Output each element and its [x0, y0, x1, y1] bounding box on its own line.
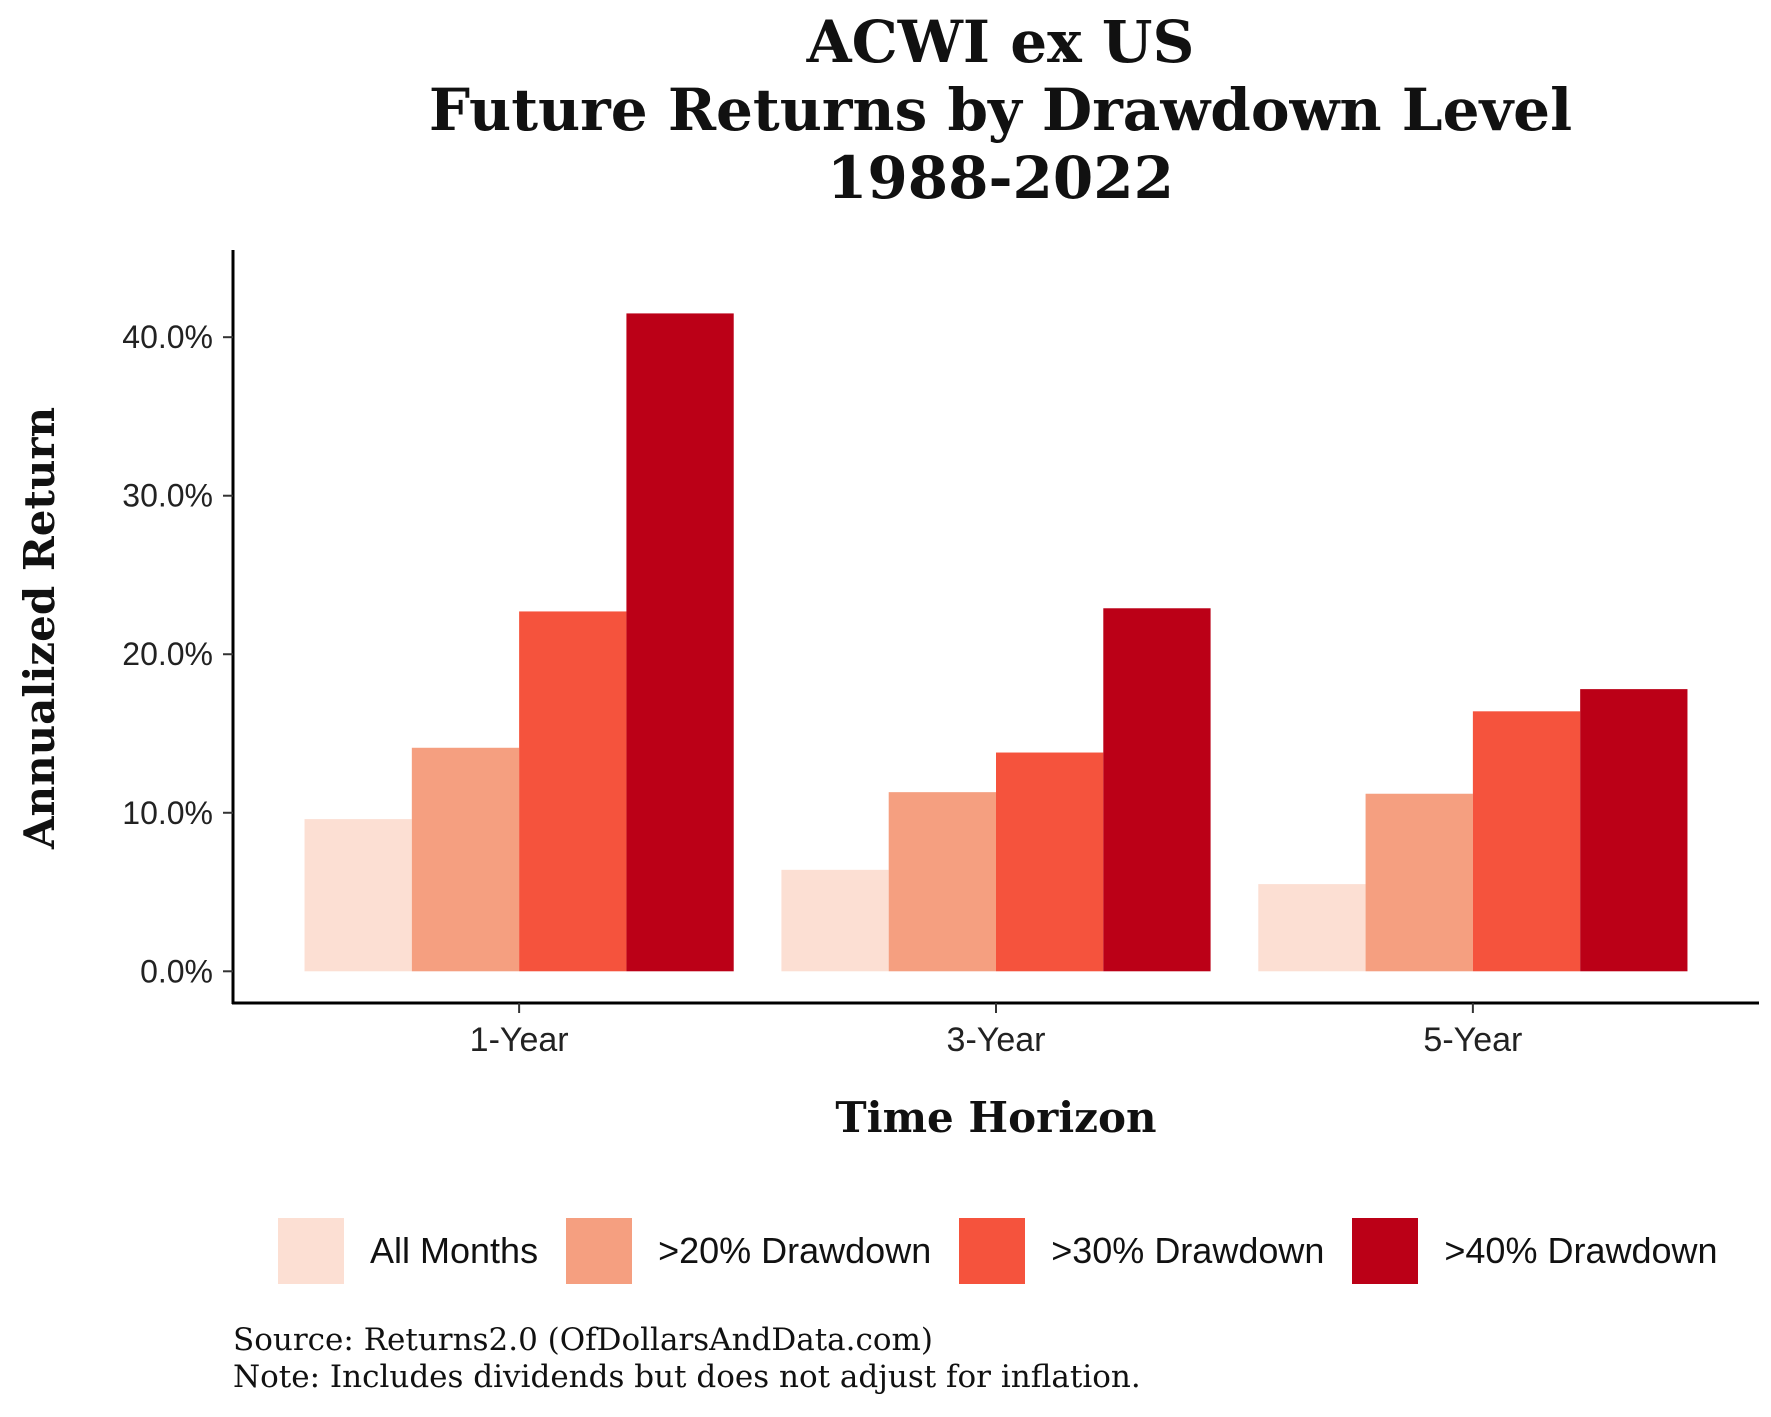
legend-swatch — [1352, 1218, 1419, 1284]
footnotes: Source: Returns2.0 (OfDollarsAndData.com… — [233, 1322, 1141, 1396]
y-tick-label: 0.0% — [140, 953, 213, 989]
chart-title-line-3: 1988-2022 — [827, 144, 1174, 212]
bar-3-Year-All Months — [781, 869, 889, 972]
legend-swatch — [959, 1218, 1026, 1284]
legend-label: >30% Drawdown — [1051, 1230, 1325, 1271]
chart-title-line-1: ACWI ex US — [806, 8, 1195, 76]
x-axis-title: Time Horizon — [835, 1093, 1156, 1142]
bar-5-Year->20% Drawdown — [1365, 793, 1473, 972]
legend-item: >30% Drawdown — [959, 1218, 1324, 1284]
chart-title: ACWI ex US Future Returns by Drawdown Le… — [0, 8, 1771, 212]
bar-1-Year->20% Drawdown — [411, 747, 520, 972]
legend-item: >20% Drawdown — [566, 1218, 931, 1284]
bar-5-Year->30% Drawdown — [1472, 711, 1581, 972]
y-tick-label: 40.0% — [122, 319, 213, 355]
legend-item: All Months — [278, 1218, 538, 1284]
x-tick-label: 1-Year — [470, 1021, 569, 1059]
bar-3-Year->30% Drawdown — [996, 752, 1104, 972]
source-note: Source: Returns2.0 (OfDollarsAndData.com… — [233, 1322, 934, 1358]
chart-title-line-2: Future Returns by Drawdown Level — [428, 76, 1573, 144]
y-tick-label: 10.0% — [122, 795, 213, 831]
y-ticks: 0.0% 10.0% 20.0% 30.0% 40.0% — [122, 319, 233, 989]
legend-item: >40% Drawdown — [1352, 1218, 1718, 1284]
bar-5-Year->40% Drawdown — [1580, 689, 1688, 972]
bar-1-Year->40% Drawdown — [626, 313, 734, 972]
bar-5-Year-All Months — [1258, 884, 1366, 972]
y-axis-title: Annualized Return — [15, 407, 64, 850]
bar-3-Year->40% Drawdown — [1103, 608, 1211, 972]
legend-label: >40% Drawdown — [1444, 1230, 1718, 1271]
bar-1-Year-All Months — [304, 819, 412, 972]
bars-layer — [304, 313, 1688, 972]
inflation-note: Note: Includes dividends but does not ad… — [233, 1359, 1141, 1395]
legend-label: All Months — [370, 1230, 539, 1271]
legend-swatch — [566, 1218, 633, 1284]
y-tick-label: 30.0% — [122, 478, 213, 514]
legend-swatch — [278, 1218, 344, 1284]
x-ticks: 1-Year 3-Year 5-Year — [470, 1003, 1522, 1059]
y-tick-label: 20.0% — [122, 636, 213, 672]
legend-label: >20% Drawdown — [658, 1230, 932, 1271]
legend: All Months >20% Drawdown >30% Drawdown >40%… — [278, 1216, 1746, 1286]
bar-1-Year->30% Drawdown — [519, 611, 627, 972]
bar-3-Year->20% Drawdown — [888, 792, 996, 972]
x-tick-label: 5-Year — [1423, 1021, 1522, 1059]
x-tick-label: 3-Year — [947, 1021, 1046, 1059]
